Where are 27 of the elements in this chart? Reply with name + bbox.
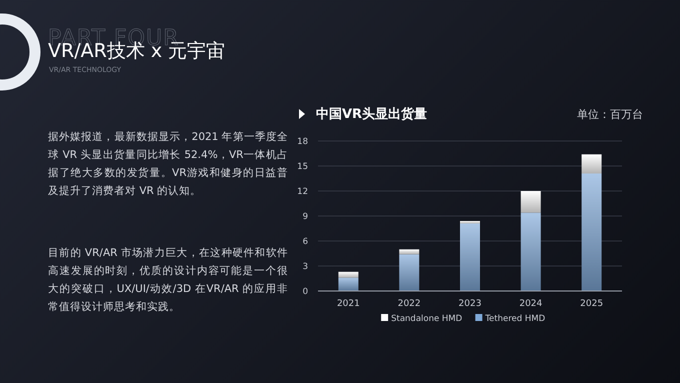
x-tick-label: 2024	[519, 299, 543, 309]
x-tick-label: 2022	[398, 299, 421, 309]
y-tick-label: 6	[302, 237, 308, 247]
x-tick-label: 2023	[458, 299, 482, 309]
x-tick-label: 2021	[336, 299, 360, 309]
legend-label: Standalone HMD	[391, 314, 463, 324]
bar	[338, 272, 358, 278]
x-tick-label: 2025	[580, 299, 604, 309]
y-tick-label: 3	[302, 262, 308, 272]
text: 单位：百万台	[577, 107, 643, 122]
bar	[582, 154, 602, 174]
text: 据外媒报道，最新数据显示，2021 年第一季度全球 VR 头显出货量同比增长 52.4%，VR一体机占据了绝大多数的发货量。VR游戏和健身的日益普及提升了消费者对 VR 的认知。	[48, 130, 288, 199]
bar	[399, 249, 420, 254]
y-tick-label: 15	[297, 162, 308, 172]
y-tick-label: 9	[302, 212, 308, 222]
bar	[338, 278, 358, 291]
bar	[399, 254, 420, 291]
y-tick-label: 18	[297, 137, 308, 147]
text: 目前的 VR/AR 市场潜力巨大，在这种硬件和软件高速发展的时刻，优质的设计内容可能是一个很大的突破口，UX/UI/动效/3D 在VR/AR 的应用非常值得设计师思考和实践。	[48, 246, 288, 315]
bar	[460, 224, 480, 291]
y-tick-label: 12	[297, 187, 308, 197]
chart-title: 中国VR头显出货量	[316, 106, 428, 123]
bar	[520, 191, 541, 213]
bar	[582, 174, 602, 291]
bar	[520, 212, 541, 291]
legend-label: Tethered HMD	[484, 314, 546, 324]
y-tick-label: 0	[302, 287, 308, 297]
